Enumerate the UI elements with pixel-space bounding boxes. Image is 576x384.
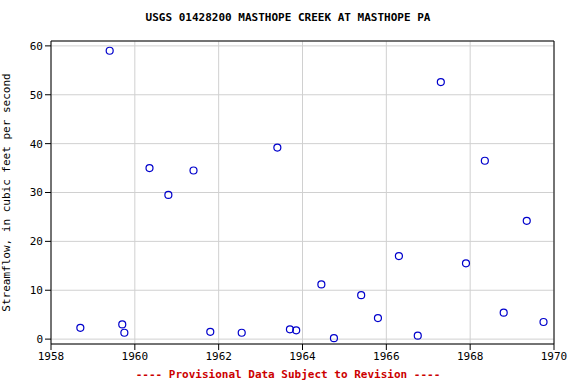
- svg-text:60: 60: [30, 40, 43, 53]
- svg-text:1966: 1966: [373, 350, 400, 363]
- svg-text:1970: 1970: [541, 350, 568, 363]
- svg-text:20: 20: [30, 235, 43, 248]
- html-text:---- Provisional Data Subject: ---- Provisional Data Subject to Revisio…: [135, 368, 441, 381]
- svg-text:1968: 1968: [457, 350, 484, 363]
- svg-text:50: 50: [30, 89, 43, 102]
- svg-text:30: 30: [30, 186, 43, 199]
- svg-text:1960: 1960: [122, 350, 149, 363]
- svg-text:1958: 1958: [38, 350, 65, 363]
- svg-text:1964: 1964: [289, 350, 316, 363]
- svg-text:Streamflow, in cubic feet per: Streamflow, in cubic feet per second: [8, 73, 13, 311]
- svg-text:10: 10: [30, 284, 43, 297]
- html-text:USGS 01428200 MASTHOPE CREEK A: USGS 01428200 MASTHOPE CREEK AT MASTHOPE…: [145, 11, 431, 24]
- svg-text:1962: 1962: [205, 350, 232, 363]
- svg-text:0: 0: [36, 333, 43, 346]
- svg-text:40: 40: [30, 138, 43, 151]
